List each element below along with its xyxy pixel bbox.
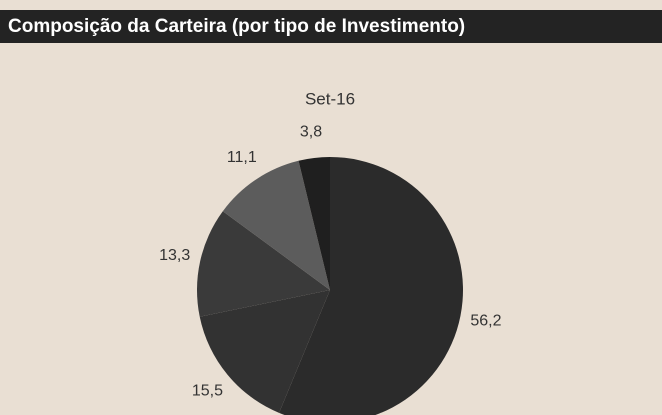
pie-slice xyxy=(279,157,463,415)
data-label: 56,2 xyxy=(470,312,501,329)
data-label: 13,3 xyxy=(159,247,190,264)
data-label: 3,8 xyxy=(300,123,322,140)
data-label: 15,5 xyxy=(192,382,223,399)
pie-slice xyxy=(196,211,330,317)
pie-slice xyxy=(222,160,330,290)
chart-subtitle: Set-16 xyxy=(305,89,355,108)
title-bar xyxy=(0,10,662,43)
pie-slice xyxy=(298,157,330,290)
data-label: 11,1 xyxy=(227,149,257,166)
chart-title: Composição da Carteira (por tipo de Inve… xyxy=(8,16,465,37)
pie-slice xyxy=(199,290,330,413)
